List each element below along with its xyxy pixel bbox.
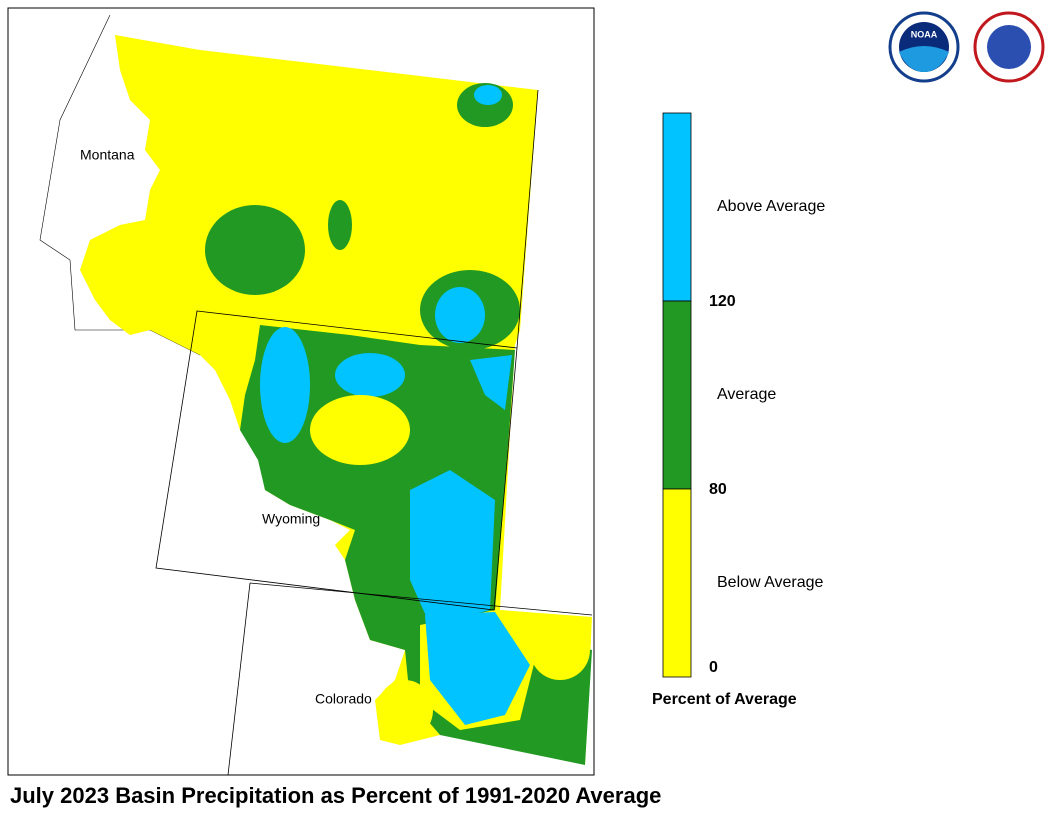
above-region <box>470 355 512 410</box>
legend-label: Average <box>717 386 776 403</box>
legend-label: Above Average <box>717 198 825 215</box>
state-label: Colorado <box>315 691 372 707</box>
state-label: Wyoming <box>262 511 320 527</box>
legend-swatch <box>662 112 692 302</box>
above-region <box>260 327 310 443</box>
legend: Percent of Average Above Average Average B… <box>652 112 825 708</box>
logos: NOAA <box>888 11 1045 83</box>
above-region <box>335 353 405 397</box>
below-region <box>310 395 410 465</box>
legend-tick: 120 <box>709 293 736 310</box>
above-region <box>474 85 502 105</box>
noaa-wave <box>899 46 949 72</box>
above-region <box>425 612 530 725</box>
wyoming-border <box>155 310 518 611</box>
title: July 2023 Basin Precipitation as Percent… <box>10 783 661 808</box>
legend-caption: Percent of Average <box>652 691 797 708</box>
legend-tick: 0 <box>709 659 718 676</box>
map: Montana Wyoming Colorado <box>39 14 593 776</box>
nws-logo-inner <box>987 25 1031 69</box>
legend-swatch <box>662 300 692 490</box>
average-region <box>328 200 352 250</box>
state-label: Montana <box>80 147 135 163</box>
above-region <box>410 470 495 625</box>
below-region <box>377 680 433 740</box>
average-region <box>205 205 305 295</box>
above-region <box>435 287 485 343</box>
legend-label: Below Average <box>717 574 824 591</box>
below-region <box>530 620 590 680</box>
legend-swatch <box>662 488 692 678</box>
legend-tick: 80 <box>709 481 727 498</box>
noaa-text: NOAA <box>911 29 938 39</box>
state-border <box>227 89 593 776</box>
